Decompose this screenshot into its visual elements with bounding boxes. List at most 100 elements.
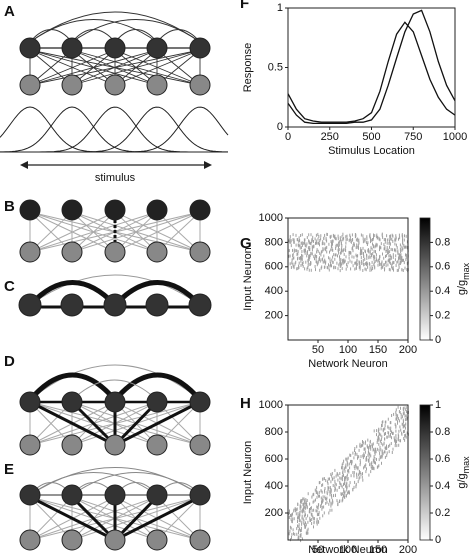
heatmap-speck (314, 257, 315, 261)
y-tick-label: 0.5 (268, 61, 283, 73)
heatmap-speck (362, 269, 364, 272)
heatmap-speck (331, 493, 332, 497)
colorbar-label-main: g/g (456, 280, 468, 295)
heatmap-speck (370, 462, 372, 466)
heatmap-speck (335, 483, 337, 487)
heatmap-speck (362, 441, 364, 445)
heatmap-speck (403, 411, 405, 415)
heatmap-speck (356, 243, 358, 247)
heatmap-speck (309, 241, 311, 245)
heatmap-speck (353, 255, 355, 259)
heatmap-speck (298, 536, 300, 540)
heatmap-speck (398, 237, 399, 241)
heatmap-speck (369, 445, 371, 449)
heatmap-speck (355, 253, 357, 257)
heatmap-speck (324, 233, 326, 237)
heatmap-speck (399, 236, 401, 240)
x-tick-label: 150 (369, 544, 387, 556)
heatmap-speck (384, 427, 386, 431)
heatmap-speck (368, 452, 370, 456)
heatmap-speck (388, 434, 390, 438)
heatmap-speck (307, 514, 309, 518)
heatmap-speck (300, 241, 302, 245)
heatmap-speck (385, 260, 387, 264)
heatmap-speck (358, 469, 360, 473)
heatmap-speck (311, 513, 313, 517)
heatmap-speck (393, 268, 394, 272)
heatmap-speck (313, 499, 315, 503)
heatmap-speck (288, 512, 290, 516)
heatmap-texture (288, 405, 409, 543)
heatmap-speck (319, 243, 320, 247)
heatmap-speck (387, 251, 389, 254)
heatmap-speck (388, 258, 390, 262)
heatmap-speck (292, 254, 294, 257)
heatmap-speck (303, 514, 305, 518)
heatmap-speck (328, 502, 330, 506)
heatmap-speck (305, 517, 307, 521)
heatmap-speck (389, 245, 390, 249)
heatmap-speck (317, 506, 319, 509)
heatmap-speck (357, 466, 359, 470)
heatmap-speck (299, 510, 301, 514)
neuron (104, 484, 126, 506)
heatmap-speck (357, 239, 359, 243)
heatmap-speck (297, 256, 299, 260)
heatmap-speck (301, 520, 303, 524)
heatmap-speck (317, 232, 319, 236)
heatmap-speck (354, 480, 356, 484)
heatmap-speck (301, 500, 303, 504)
heatmap-speck (323, 511, 325, 515)
heatmap-speck (350, 454, 352, 457)
heatmap-speck (330, 262, 332, 265)
heatmap-speck (298, 525, 300, 529)
heatmap-speck (330, 240, 332, 243)
colorbar (419, 404, 431, 541)
heatmap-speck (302, 503, 304, 506)
heatmap-speck (308, 254, 310, 258)
neuron (189, 529, 211, 551)
heatmap-speck (316, 255, 318, 258)
neuron (104, 529, 126, 551)
heatmap-speck (393, 261, 395, 264)
heatmap-speck (318, 494, 320, 498)
heatmap-speck (303, 238, 305, 242)
heatmap-speck (381, 454, 383, 458)
heatmap-speck (343, 494, 344, 498)
neuron (146, 199, 168, 221)
heatmap-speck (394, 242, 396, 246)
heatmap-speck (401, 248, 403, 252)
connection-arc (29, 472, 158, 496)
heatmap-speck (310, 251, 312, 255)
heatmap-speck (316, 250, 318, 254)
heatmap-speck (300, 533, 302, 536)
heatmap-speck (305, 260, 307, 264)
heatmap-speck (318, 234, 320, 238)
heatmap-speck (354, 267, 356, 271)
heatmap-speck (404, 245, 406, 249)
heatmap-speck (373, 263, 375, 267)
heatmap-speck (343, 236, 345, 240)
heatmap-speck (336, 472, 338, 476)
heatmap-speck (369, 266, 371, 270)
heatmap-speck (322, 495, 324, 499)
panel-label: B (4, 198, 15, 215)
heatmap-speck (298, 517, 300, 520)
heatmap-speck (307, 531, 309, 535)
heatmap-speck (364, 450, 366, 454)
heatmap-speck (346, 457, 348, 461)
heatmap-speck (402, 412, 404, 416)
heatmap-speck (401, 233, 403, 237)
heatmap-speck (403, 430, 404, 434)
heatmap-speck (289, 235, 291, 239)
heatmap-speck (324, 261, 326, 265)
heatmap-speck (397, 417, 399, 421)
heatmap-speck (397, 436, 399, 440)
heatmap-speck (393, 248, 395, 252)
heatmap-speck (298, 529, 300, 533)
heatmap-speck (290, 244, 292, 248)
heatmap-speck (342, 238, 344, 242)
heatmap-speck (374, 457, 376, 461)
heatmap-speck (309, 248, 311, 251)
heatmap-speck (322, 257, 324, 261)
